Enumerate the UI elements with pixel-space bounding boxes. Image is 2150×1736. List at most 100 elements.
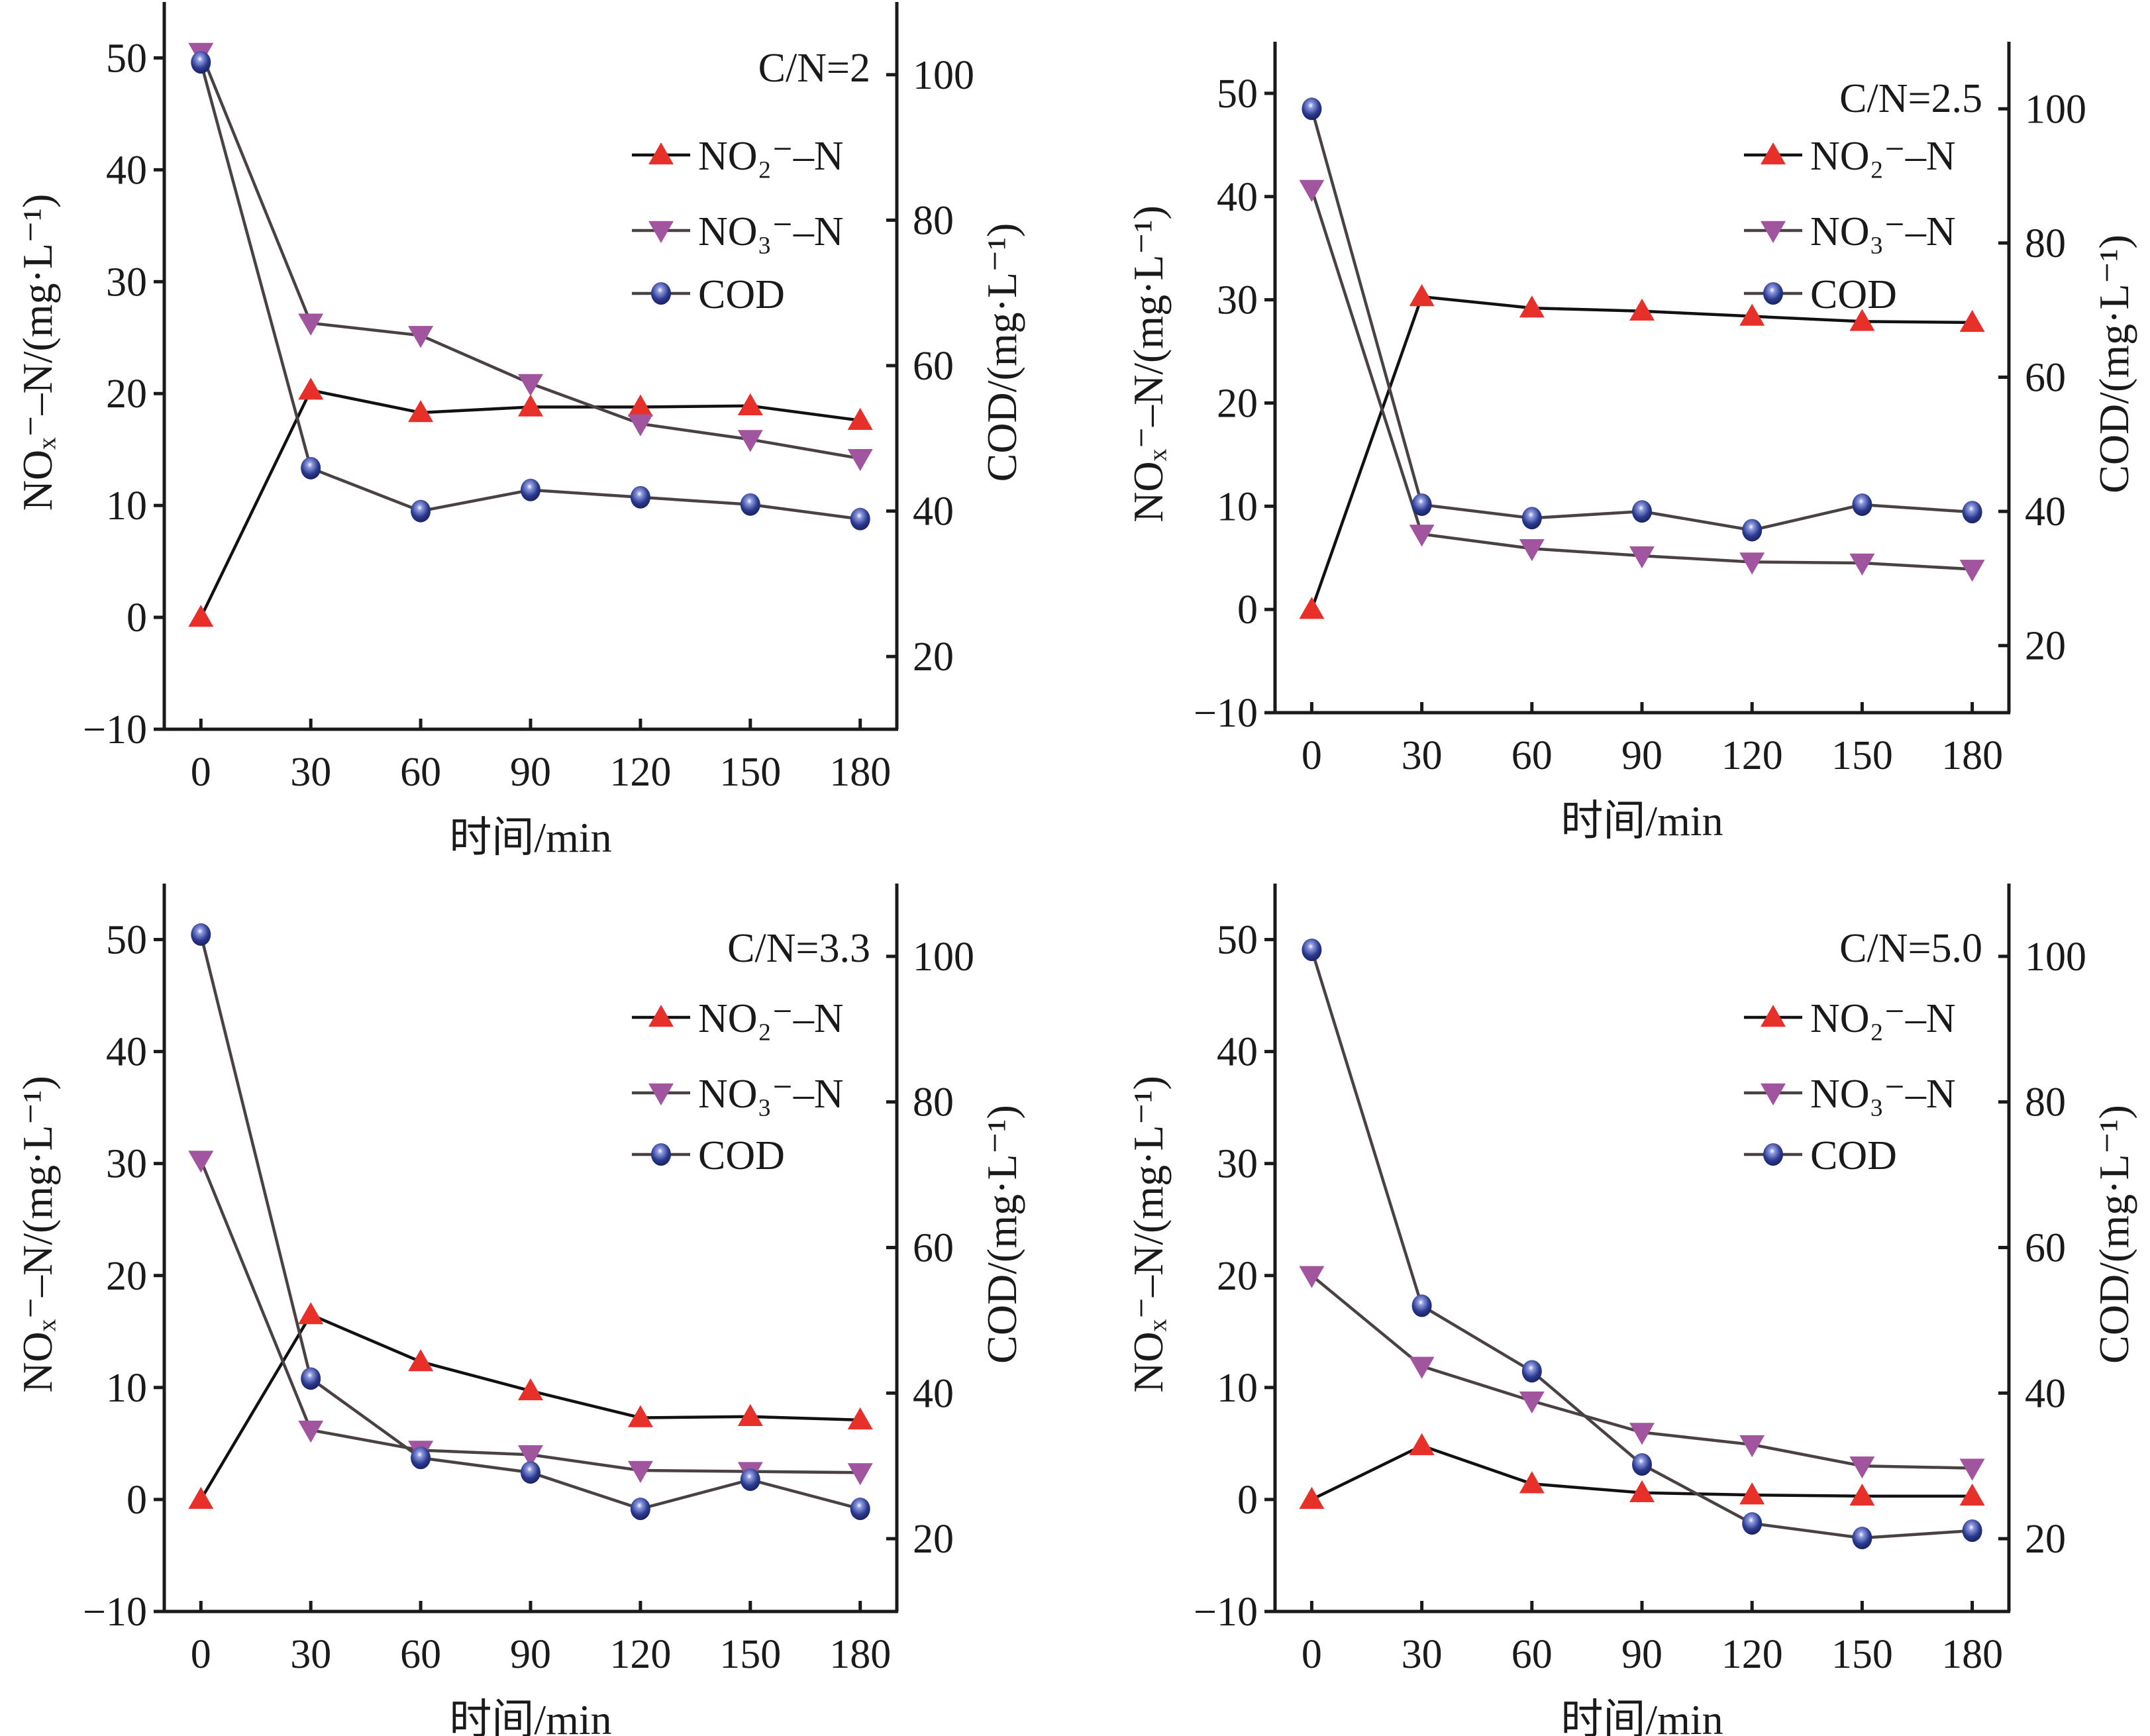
legend-marker <box>651 1143 671 1166</box>
panel-title: C/N=2 <box>758 46 870 91</box>
left-y-tick-label: 10 <box>1217 1366 1258 1411</box>
panel-title: C/N=2.5 <box>1839 76 1982 121</box>
data-point <box>1302 939 1322 962</box>
data-point <box>1742 1512 1763 1535</box>
data-point <box>1299 597 1325 619</box>
right-y-tick-label: 100 <box>2025 935 2086 980</box>
left-y-tick-label: 40 <box>1217 175 1258 220</box>
legend-marker <box>1763 1143 1783 1166</box>
data-point <box>518 1445 543 1468</box>
data-point <box>1959 560 1985 582</box>
x-tick-label: 90 <box>510 1632 551 1677</box>
data-point <box>1299 179 1325 202</box>
legend-item: NO₂⁻–N <box>1744 996 1956 1041</box>
series-3 <box>1302 97 1982 542</box>
right-y-tick-label: 80 <box>913 198 954 243</box>
right-y-tick-label: 100 <box>2025 87 2086 132</box>
x-tick-label: 150 <box>719 750 781 795</box>
data-point <box>1629 1480 1655 1503</box>
legend-item: NO₂⁻–N <box>632 996 844 1041</box>
x-tick-label: 0 <box>191 750 211 795</box>
data-point <box>411 1447 431 1470</box>
x-tick-label: 90 <box>510 750 551 795</box>
series-1 <box>188 1302 873 1509</box>
x-tick-label: 150 <box>719 1632 781 1677</box>
x-tick-label: 60 <box>1511 733 1553 778</box>
data-point <box>521 1461 540 1484</box>
legend-marker <box>651 282 671 305</box>
x-tick-label: 30 <box>290 750 331 795</box>
right-y-tick-label: 40 <box>2025 1371 2066 1416</box>
data-point <box>737 430 763 452</box>
left-y-tick-label: −10 <box>83 1590 147 1635</box>
data-point <box>630 485 650 509</box>
legend-marker <box>648 142 674 165</box>
legend-label: COD <box>1810 272 1897 317</box>
left-y-axis-label: NOₓ⁻–N/(mg·L⁻¹) <box>14 1076 61 1393</box>
x-tick-label: 180 <box>829 750 891 795</box>
series-1 <box>1299 283 1985 619</box>
legend-item: NO₃⁻–N <box>1744 1072 1956 1117</box>
data-point <box>627 1460 653 1483</box>
data-point <box>1962 1519 1982 1543</box>
data-point <box>1519 1391 1545 1414</box>
legend-item: COD <box>632 272 785 317</box>
data-point <box>1739 303 1765 326</box>
left-y-tick-label: −10 <box>83 707 147 752</box>
left-y-tick-label: 10 <box>106 1366 147 1411</box>
panel-title: C/N=5.0 <box>1839 926 1982 971</box>
right-y-tick-label: 80 <box>2025 221 2066 266</box>
data-point <box>737 393 763 416</box>
series-3 <box>191 51 870 531</box>
legend-marker <box>1763 282 1783 305</box>
left-y-tick-label: 10 <box>106 484 147 529</box>
data-point <box>1629 546 1655 569</box>
data-point <box>191 923 211 946</box>
left-y-tick-label: 50 <box>106 36 147 81</box>
right-y-tick-label: 40 <box>2025 489 2066 535</box>
left-y-tick-label: 0 <box>127 1478 147 1523</box>
data-point <box>518 1378 543 1401</box>
data-point <box>1739 552 1765 575</box>
data-point <box>1521 1360 1542 1383</box>
x-tick-label: 30 <box>1402 733 1443 778</box>
legend-label: NO₂⁻–N <box>698 134 844 179</box>
chart-panel-1: 0 30 60 90 120 150 180 −10 0 10 20 30 40 50 20 40 60 80 10… <box>14 2 1025 861</box>
data-point <box>1849 309 1875 331</box>
data-point <box>1959 309 1985 332</box>
data-point <box>1299 1266 1325 1288</box>
x-tick-label: 120 <box>1721 733 1783 778</box>
series-1 <box>1299 1433 1985 1509</box>
left-y-tick-label: 40 <box>106 1030 147 1075</box>
series-2 <box>1299 179 1985 582</box>
data-point <box>1629 1423 1655 1445</box>
data-point <box>1411 493 1432 516</box>
data-point <box>191 51 211 74</box>
left-y-axis-label: NOₓ⁻–N/(mg·L⁻¹) <box>1125 1076 1172 1393</box>
legend-marker <box>648 1005 674 1027</box>
left-y-tick-label: 40 <box>1217 1030 1258 1075</box>
legend-label: NO₃⁻–N <box>1810 209 1956 254</box>
chart-panel-2: 0 30 60 90 120 150 180 −10 0 10 20 30 40 50 20 40 60 80 10… <box>1125 42 2137 844</box>
data-point <box>188 605 214 627</box>
x-tick-label: 60 <box>1511 1632 1553 1677</box>
left-y-tick-label: 0 <box>1237 1478 1258 1523</box>
left-y-tick-label: 20 <box>106 372 147 417</box>
chart-panel-4: 0 30 60 90 120 150 180 −10 0 10 20 30 40 50 20 40 60 80 10… <box>1125 884 2137 1736</box>
data-point <box>1519 295 1545 318</box>
data-point <box>1411 1294 1432 1317</box>
left-y-tick-label: 50 <box>106 918 147 963</box>
data-point <box>1632 500 1652 523</box>
data-point <box>188 1486 214 1509</box>
right-y-tick-label: 60 <box>913 344 954 389</box>
data-point <box>518 374 543 397</box>
legend-item: COD <box>632 1133 785 1178</box>
x-tick-label: 180 <box>1941 1632 2003 1677</box>
x-tick-label: 0 <box>1302 1632 1322 1677</box>
data-point <box>408 326 434 348</box>
left-y-tick-label: 50 <box>1217 72 1258 117</box>
legend-label: NO₃⁻–N <box>698 209 844 254</box>
x-tick-label: 150 <box>1831 1632 1893 1677</box>
left-y-tick-label: 30 <box>106 260 147 305</box>
data-point <box>1629 298 1655 321</box>
